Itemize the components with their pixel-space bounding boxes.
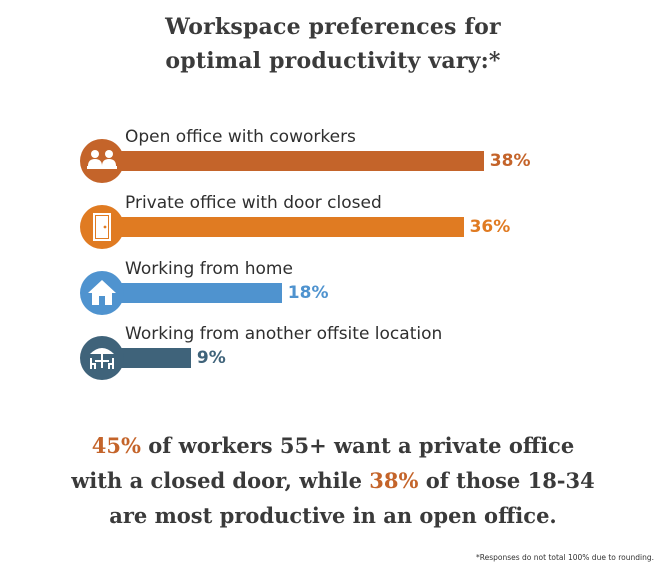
summary-line-2: with a closed door, while 38% of those 1… — [0, 463, 666, 498]
bar-label-1: Open office with coworkers — [125, 127, 356, 147]
bar-1 — [100, 151, 484, 171]
summary-line-1: 45% of workers 55+ want a private office — [0, 428, 666, 463]
bar-value-label-3: 18% — [287, 283, 329, 303]
summary-highlight-45: 45% — [91, 433, 141, 458]
bar-label-2: Private office with door closed — [125, 193, 382, 213]
chart-title-line-1: Workspace preferences for — [165, 14, 501, 40]
bar-value-label-4: 9% — [196, 348, 226, 368]
footnote: *Responses do not total 100% due to roun… — [475, 553, 654, 562]
coworkers-icon — [80, 139, 124, 183]
chart-title-line-2: optimal productivity vary:* — [165, 48, 501, 74]
bar-3 — [100, 283, 282, 303]
bar-label-3: Working from home — [125, 259, 293, 279]
bar-value-label-1: 38% — [489, 151, 531, 171]
summary-text-2a: with a closed door, while — [71, 468, 370, 493]
summary-text-1: of workers 55+ want a private office — [140, 433, 575, 458]
cafe-table-icon — [80, 336, 124, 380]
door-icon — [80, 205, 124, 249]
summary-highlight-38: 38% — [369, 468, 419, 493]
bar-value-label-2: 36% — [469, 217, 511, 237]
summary-text-2b: of those 18-34 — [418, 468, 595, 493]
summary-line-3: are most productive in an open office. — [109, 503, 557, 528]
bar-2 — [100, 217, 464, 237]
house-icon — [80, 271, 124, 315]
bar-label-4: Working from another offsite location — [125, 324, 443, 344]
